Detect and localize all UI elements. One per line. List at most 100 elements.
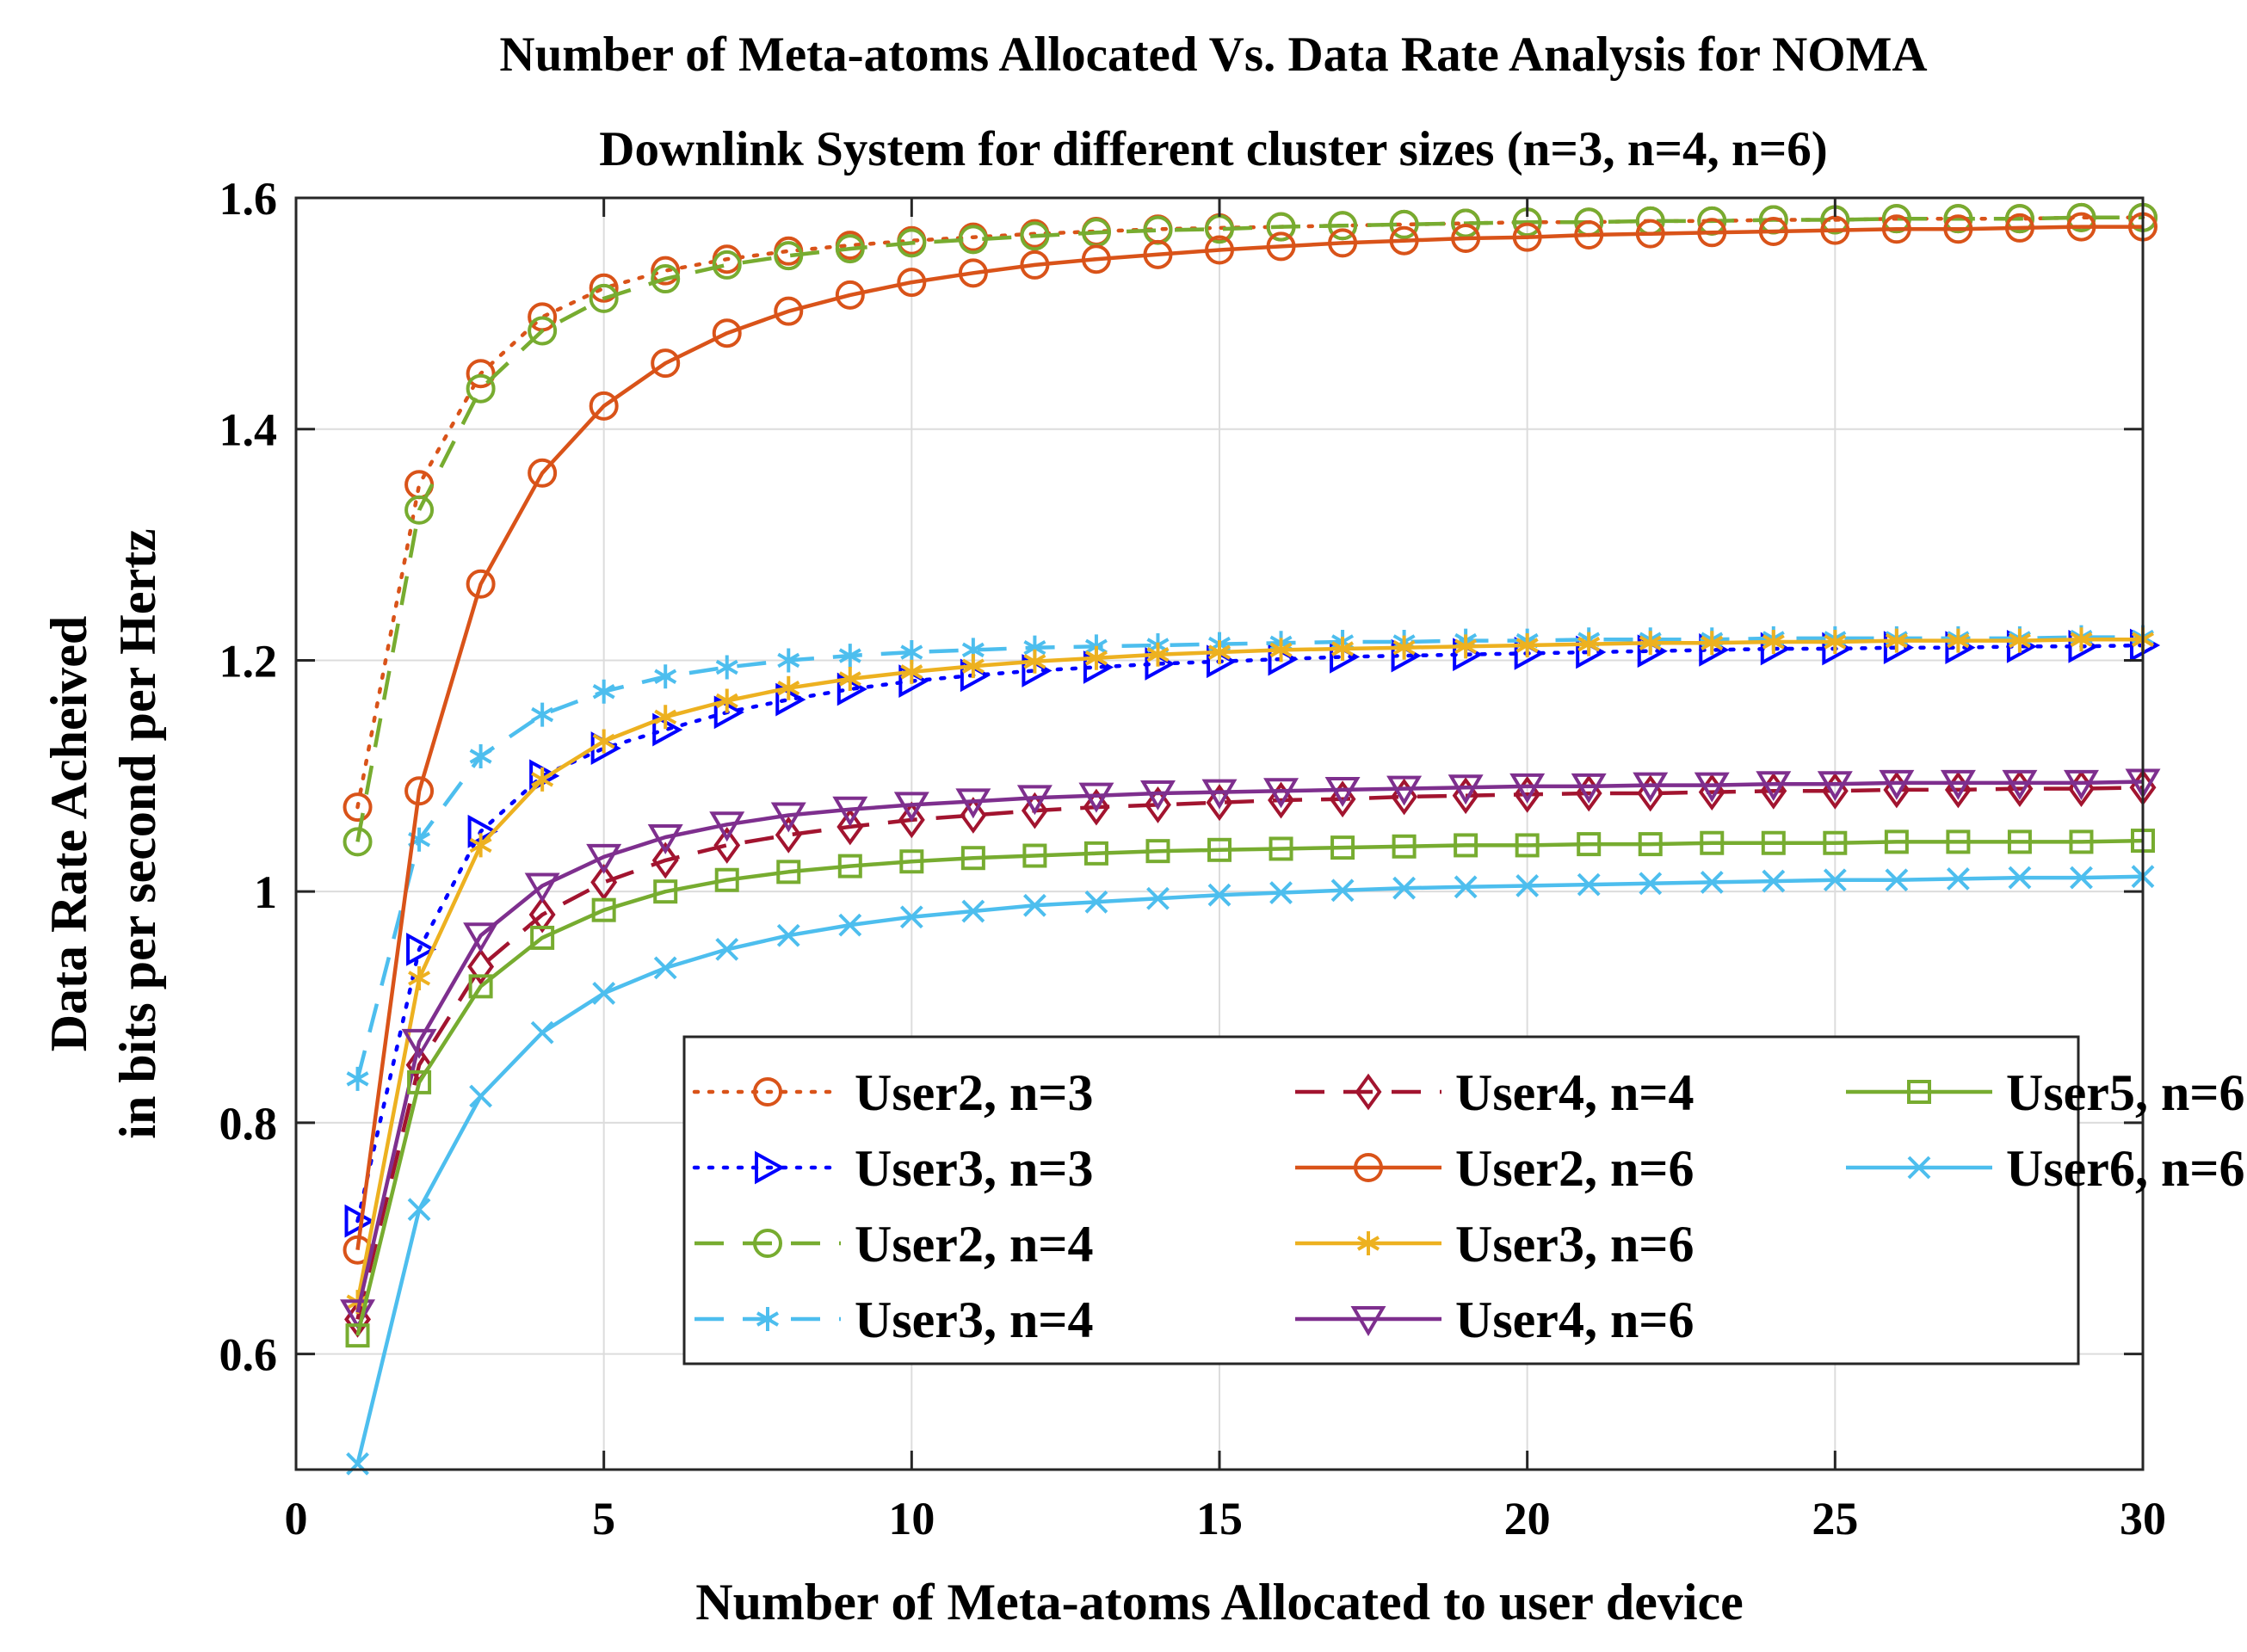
data-point-user4-n-6 bbox=[1571, 773, 1607, 804]
data-point-user4-n-6 bbox=[1386, 775, 1423, 806]
data-point-user2-n-4 bbox=[404, 495, 435, 525]
x-tick-label: 10 bbox=[888, 1493, 935, 1544]
data-point-user3-n-4 bbox=[715, 655, 738, 680]
data-point-user4-n-6 bbox=[1509, 773, 1546, 804]
y-axis-label: Data Rate Acheived in bits per second pe… bbox=[40, 528, 166, 1138]
data-point-user5-n-6 bbox=[1700, 830, 1725, 855]
data-point-user6-n-6 bbox=[407, 1198, 431, 1222]
data-point-user3-n-6 bbox=[1947, 628, 1970, 653]
data-point-user5-n-6 bbox=[1392, 834, 1417, 859]
data-point-user3-n-3 bbox=[406, 932, 437, 966]
data-point-user3-n-6 bbox=[777, 675, 800, 700]
data-point-user2-n-6 bbox=[1635, 219, 1665, 249]
data-point-user6-n-6 bbox=[2008, 866, 2032, 890]
data-point-user4-n-6 bbox=[647, 824, 683, 854]
data-point-user2-n-4 bbox=[1881, 204, 1911, 234]
data-point-user2-n-4 bbox=[466, 373, 496, 404]
legend-label-user3-n-4: User3, n=4 bbox=[855, 1291, 1094, 1348]
data-point-user6-n-6 bbox=[1946, 866, 1970, 891]
legend-marker-user3-n-3 bbox=[755, 1150, 786, 1185]
legend-label-user4-n-4: User4, n=4 bbox=[1455, 1064, 1695, 1121]
data-point-user3-n-6 bbox=[1023, 649, 1046, 674]
legend-entry-user2-n-4: User2, n=4 bbox=[694, 1216, 1094, 1273]
data-point-user2-n-6 bbox=[835, 280, 865, 310]
data-point-user4-n-6 bbox=[1448, 774, 1484, 805]
data-point-user5-n-6 bbox=[1330, 835, 1355, 860]
legend-marker-user3-n-6 bbox=[1356, 1231, 1380, 1255]
data-point-user4-n-6 bbox=[1817, 771, 1853, 802]
data-point-user4-n-6 bbox=[1633, 772, 1669, 803]
data-point-user6-n-6 bbox=[776, 923, 800, 947]
data-point-user4-n-6 bbox=[1940, 769, 1976, 800]
legend-marker-user2-n-4 bbox=[753, 1229, 782, 1258]
data-point-user2-n-6 bbox=[1020, 250, 1050, 280]
data-point-user4-n-4 bbox=[1021, 792, 1048, 829]
data-point-user2-n-6 bbox=[1512, 222, 1542, 252]
data-point-user3-n-6 bbox=[1207, 640, 1232, 665]
legend-marker-user4-n-6 bbox=[1350, 1306, 1386, 1336]
y-tick-label: 1.4 bbox=[219, 404, 278, 456]
data-point-user2-n-6 bbox=[651, 348, 681, 379]
data-point-user3-n-4 bbox=[838, 644, 861, 669]
data-point-user3-n-6 bbox=[1392, 635, 1416, 660]
data-point-user6-n-6 bbox=[592, 982, 616, 1005]
data-point-user2-n-4 bbox=[1389, 209, 1419, 239]
data-point-user2-n-4 bbox=[2066, 202, 2096, 232]
data-point-user3-n-6 bbox=[1515, 632, 1539, 657]
y-tick-label: 1.2 bbox=[219, 635, 278, 687]
data-point-user2-n-6 bbox=[1758, 216, 1788, 246]
data-point-user2-n-6 bbox=[774, 296, 804, 326]
data-point-user4-n-6 bbox=[1694, 772, 1730, 803]
data-point-user5-n-6 bbox=[345, 1323, 370, 1348]
data-point-user6-n-6 bbox=[1700, 871, 1724, 894]
data-point-user6-n-6 bbox=[1823, 868, 1847, 892]
data-point-user2-n-4 bbox=[1943, 204, 1973, 234]
data-point-user5-n-6 bbox=[407, 1069, 432, 1094]
data-point-user2-n-6 bbox=[1081, 244, 1111, 274]
data-point-user6-n-6 bbox=[1146, 886, 1170, 910]
data-point-user4-n-4 bbox=[898, 801, 925, 839]
data-point-user5-n-6 bbox=[2069, 829, 2094, 854]
data-point-user2-n-6 bbox=[1143, 239, 1173, 269]
data-point-user5-n-6 bbox=[1145, 839, 1170, 864]
data-point-user4-n-6 bbox=[1879, 769, 1915, 800]
data-point-user2-n-4 bbox=[651, 264, 681, 294]
data-point-user5-n-6 bbox=[1823, 830, 1848, 855]
data-point-user3-n-6 bbox=[592, 729, 615, 754]
data-point-user5-n-6 bbox=[1454, 833, 1478, 858]
data-point-user3-n-6 bbox=[1639, 631, 1662, 656]
chart-title: Number of Meta-atoms Allocated Vs. Data … bbox=[499, 28, 1927, 176]
data-point-user2-n-4 bbox=[1451, 208, 1481, 238]
data-point-user4-n-4 bbox=[651, 841, 679, 879]
data-point-user5-n-6 bbox=[530, 925, 555, 950]
data-point-user5-n-6 bbox=[960, 846, 985, 871]
axis-ticks bbox=[294, 196, 2145, 1470]
data-point-user3-n-6 bbox=[1701, 631, 1724, 656]
x-tick-label: 25 bbox=[1812, 1493, 1858, 1544]
data-point-user5-n-6 bbox=[1269, 836, 1293, 861]
y-axis-label-line-1: Data Rate Acheived bbox=[40, 616, 97, 1052]
data-point-user5-n-6 bbox=[1207, 837, 1232, 862]
data-point-user4-n-4 bbox=[467, 948, 495, 985]
data-point-user6-n-6 bbox=[961, 899, 985, 923]
legend-entry-user3-n-6: User3, n=6 bbox=[1295, 1216, 1695, 1273]
legend-entry-user5-n-6: User5, n=6 bbox=[1846, 1064, 2245, 1121]
data-point-user2-n-4 bbox=[2004, 204, 2034, 234]
data-point-user3-n-6 bbox=[961, 654, 985, 679]
data-point-user3-n-6 bbox=[2070, 627, 2093, 652]
data-point-user2-n-6 bbox=[1820, 215, 1850, 245]
data-point-user2-n-6 bbox=[1451, 224, 1481, 254]
data-point-user4-n-6 bbox=[832, 796, 868, 827]
series-user4-n-6 bbox=[340, 768, 2161, 1330]
data-point-user2-n-6 bbox=[2066, 212, 2096, 242]
legend-label-user2-n-3: User2, n=3 bbox=[855, 1064, 1094, 1121]
data-point-user5-n-6 bbox=[714, 867, 739, 892]
data-point-user6-n-6 bbox=[2070, 866, 2093, 890]
legend-entry-user2-n-6: User2, n=6 bbox=[1295, 1140, 1695, 1197]
data-point-user4-n-6 bbox=[1016, 785, 1053, 816]
y-tick-label: 0.8 bbox=[219, 1098, 278, 1150]
x-tick-label: 5 bbox=[592, 1493, 615, 1544]
data-point-user4-n-4 bbox=[1083, 788, 1110, 826]
data-point-user2-n-3 bbox=[589, 273, 619, 303]
